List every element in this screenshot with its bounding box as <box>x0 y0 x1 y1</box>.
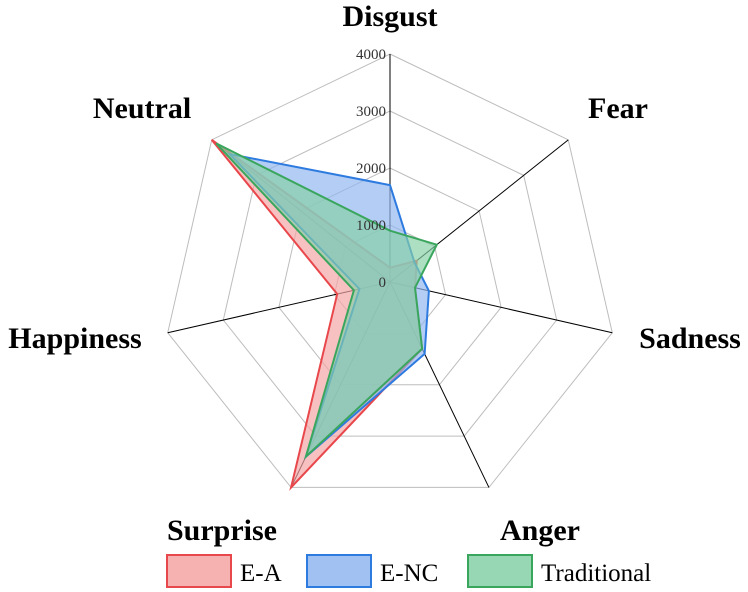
legend: E-A E-NC Traditional <box>166 554 651 588</box>
axis-label-fear: Fear <box>588 92 648 125</box>
tick-layer: 0 1000 2000 3000 4000 <box>356 47 386 291</box>
tick-label-4000: 4000 <box>356 47 386 63</box>
legend-label-traditional: Traditional <box>541 560 651 587</box>
axis-label-neutral: Neutral <box>93 92 191 125</box>
tick-label-2000: 2000 <box>356 161 386 177</box>
legend-label-e-nc: E-NC <box>380 560 438 587</box>
legend-label-e-a: E-A <box>240 560 282 587</box>
grid-ring-4000 <box>167 53 613 488</box>
legend-swatch-traditional <box>467 554 533 588</box>
axis-label-happiness: Happiness <box>8 322 141 355</box>
tick-label-0: 0 <box>379 275 387 291</box>
series-layer <box>210 139 439 491</box>
tick-label-3000: 3000 <box>356 104 386 120</box>
axis-label-layer: Disgust Fear Sadness Anger Surprise Happ… <box>8 0 741 547</box>
legend-swatch-e-a <box>166 554 232 588</box>
axis-label-anger: Anger <box>500 514 580 547</box>
tick-label-1000: 1000 <box>356 218 386 234</box>
axis-label-surprise: Surprise <box>167 514 277 547</box>
legend-swatch-e-nc <box>306 554 372 588</box>
axis-label-disgust: Disgust <box>342 0 437 33</box>
grid-ring-3000 <box>222 110 558 437</box>
axis-label-sadness: Sadness <box>639 322 741 355</box>
series-traditional <box>215 142 439 460</box>
